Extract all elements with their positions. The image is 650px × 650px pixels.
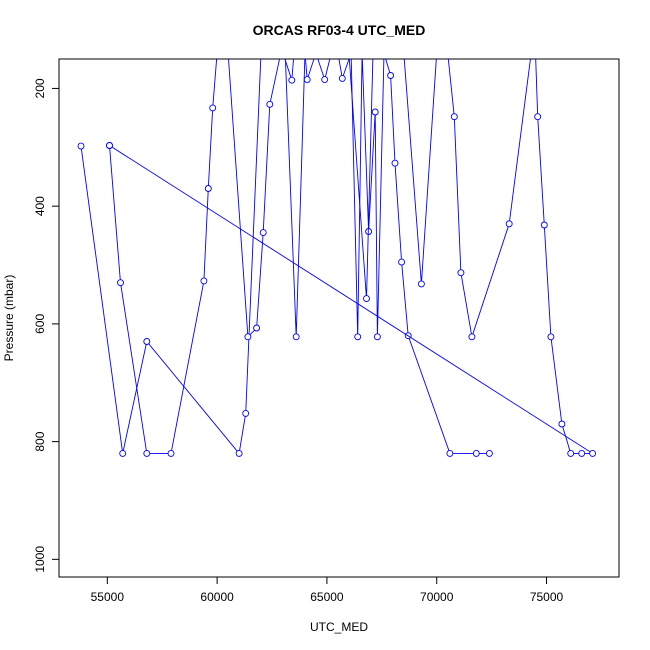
data-point <box>578 449 586 457</box>
data-point <box>303 76 311 84</box>
series-line-2 <box>109 59 595 454</box>
data-point <box>373 333 381 341</box>
data-point <box>253 324 261 332</box>
x-tick-label: 70000 <box>420 590 454 604</box>
x-tick-label: 65000 <box>310 590 344 604</box>
data-point <box>387 72 395 79</box>
data-point <box>209 104 217 112</box>
chart-title: ORCAS RF03-4 UTC_MED <box>253 22 426 38</box>
data-point <box>505 220 513 228</box>
data-point <box>417 280 425 288</box>
data-point <box>235 449 243 457</box>
y-axis-label: Pressure (mbar) <box>2 275 16 362</box>
series-line-1 <box>80 59 490 455</box>
data-point <box>200 277 208 285</box>
data-point <box>468 333 476 341</box>
data-point <box>567 449 575 457</box>
data-point <box>244 333 252 341</box>
data-point <box>558 420 566 428</box>
data-point <box>354 333 362 341</box>
data-point <box>472 449 480 457</box>
x-axis-label: UTC_MED <box>310 620 368 634</box>
data-point <box>143 338 151 345</box>
data-point <box>292 333 300 341</box>
data-point <box>106 142 113 149</box>
data-point <box>77 142 85 150</box>
data-point <box>338 74 346 82</box>
data-point <box>457 269 465 277</box>
data-point <box>485 449 493 457</box>
data-point <box>167 449 175 457</box>
x-axis: 55000 60000 65000 70000 75000 <box>91 577 564 604</box>
data-point <box>259 229 267 237</box>
data-point <box>398 258 406 266</box>
data-point <box>534 113 542 121</box>
data-point <box>363 295 370 303</box>
data-point <box>288 76 296 84</box>
series-layer <box>77 59 597 457</box>
x-tick-label: 75000 <box>530 590 564 604</box>
y-tick-label: 1000 <box>33 546 47 573</box>
data-point <box>547 333 555 341</box>
data-point <box>242 409 250 417</box>
y-tick-label: 600 <box>33 314 47 334</box>
data-point <box>204 185 212 192</box>
data-point <box>119 449 127 457</box>
data-point <box>391 159 399 167</box>
y-axis: 200 400 600 800 1000 <box>33 78 59 573</box>
data-point <box>450 113 458 121</box>
data-point <box>266 100 274 108</box>
x-tick-label: 60000 <box>200 590 234 604</box>
y-tick-label: 200 <box>33 78 47 98</box>
data-point <box>446 449 454 457</box>
y-tick-label: 400 <box>33 196 47 216</box>
y-tick-label: 800 <box>33 431 47 451</box>
data-point <box>143 449 151 457</box>
data-point <box>371 108 379 116</box>
data-point <box>589 449 597 457</box>
x-tick-label: 55000 <box>91 590 125 604</box>
data-point <box>117 279 124 287</box>
data-point <box>540 221 548 229</box>
data-point <box>321 76 329 84</box>
